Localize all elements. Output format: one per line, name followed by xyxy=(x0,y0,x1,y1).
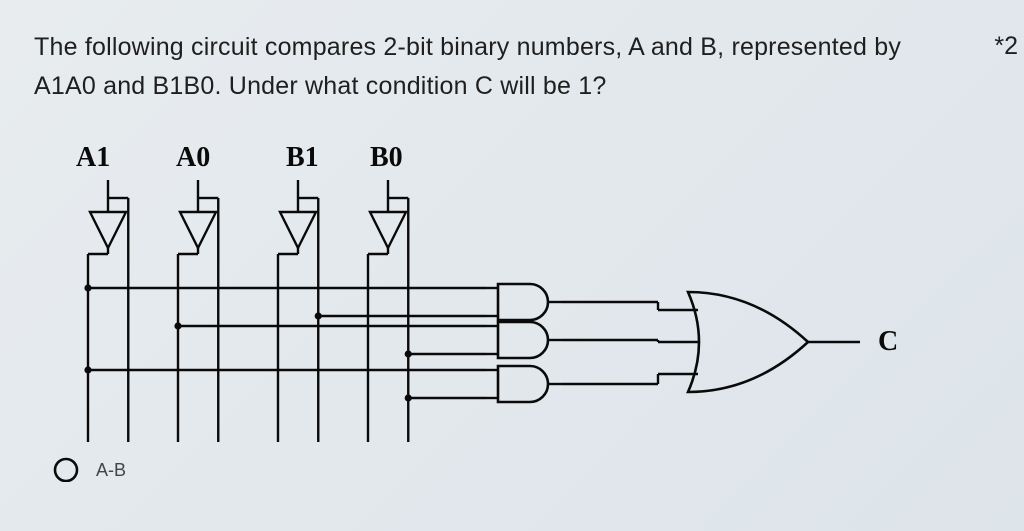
points-marker: *2 xyxy=(994,32,1018,61)
question-line2: A1A0 and B1B0. Under what condition C wi… xyxy=(34,72,606,100)
partial-answer: A-B xyxy=(96,460,126,480)
output-label: C xyxy=(878,326,898,357)
circuit-diagram: A1 A0 B1 B0 C A-B xyxy=(48,142,992,482)
input-label-B1: B1 xyxy=(286,142,319,173)
question-text: The following circuit compares 2-bit bin… xyxy=(34,28,992,106)
circuit-svg: A1 A0 B1 B0 C A-B xyxy=(48,142,948,482)
input-label-A0: A0 xyxy=(176,142,210,173)
input-label-B0: B0 xyxy=(370,142,403,173)
question-line1: The following circuit compares 2-bit bin… xyxy=(34,33,901,61)
input-label-A1: A1 xyxy=(76,142,110,173)
